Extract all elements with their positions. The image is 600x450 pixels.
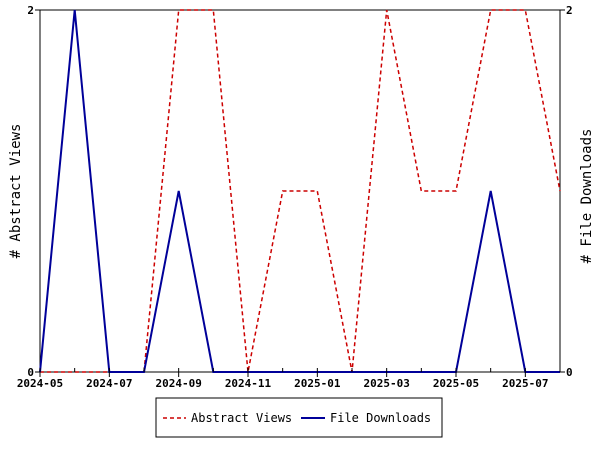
legend-label-abstract-views: Abstract Views xyxy=(191,411,292,425)
series-line-file-downloads xyxy=(39,9,560,373)
x-tick-label: 2024-05 xyxy=(17,377,63,390)
legend-box xyxy=(155,397,443,438)
y-tick-label-right: 0 xyxy=(566,366,573,379)
x-tick-label: 2025-01 xyxy=(294,377,341,390)
x-tick-label: 2025-07 xyxy=(502,377,548,390)
legend-label-file-downloads: File Downloads xyxy=(330,411,431,425)
y-tick-label-left: 0 xyxy=(27,366,34,379)
legend: Abstract Views File Downloads xyxy=(155,397,443,438)
y-tick-label-left: 2 xyxy=(27,4,34,17)
y-tick-label-right: 2 xyxy=(566,4,573,17)
y-axis-left-title: # Abstract Views xyxy=(8,124,24,259)
x-tick-label: 2024-09 xyxy=(155,377,201,390)
axis-layer: 2024-05 2024-07 2024-09 2024-11 2025-01 2025-… xyxy=(17,4,573,390)
x-tick-label: 2025-03 xyxy=(363,377,409,390)
x-tick-label: 2025-05 xyxy=(433,377,479,390)
series-layer xyxy=(39,9,561,373)
x-tick-label: 2024-07 xyxy=(86,377,132,390)
x-tick-label: 2024-11 xyxy=(225,377,272,390)
y-axis-right-title: # File Downloads xyxy=(579,129,595,264)
